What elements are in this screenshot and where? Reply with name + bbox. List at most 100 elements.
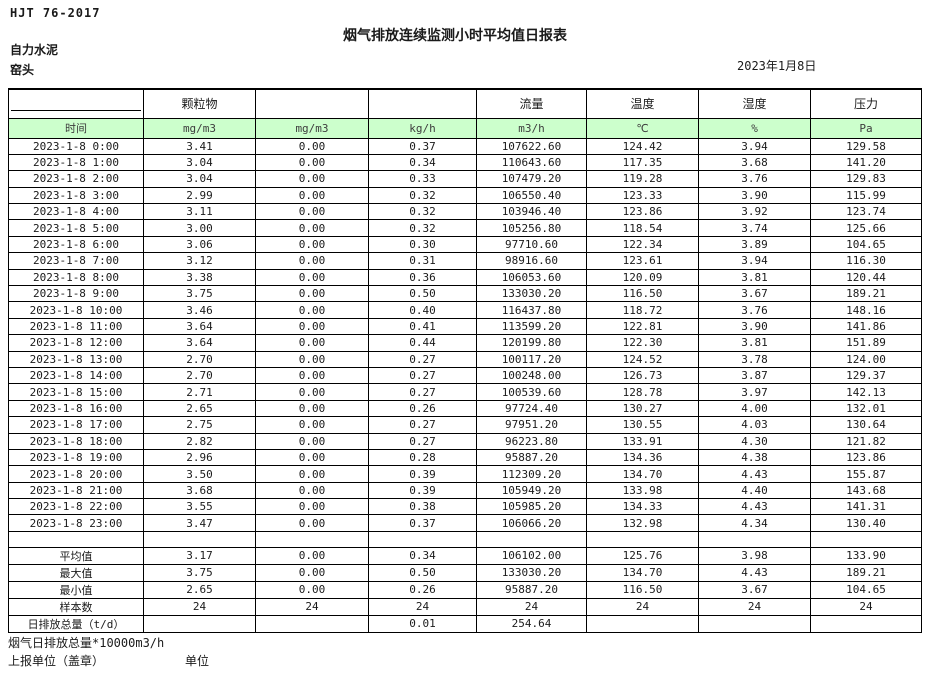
table-cell: 0.32 bbox=[368, 219, 477, 237]
table-cell: 24 bbox=[476, 597, 587, 616]
table-cell: 106550.40 bbox=[476, 186, 587, 205]
table-cell: 130.55 bbox=[586, 416, 699, 434]
company-name: 自力水泥 bbox=[10, 43, 59, 57]
table-cell: 3.87 bbox=[698, 366, 811, 385]
group-header-row: 颗粒物 流量 温度 湿度 压力 bbox=[8, 88, 922, 119]
table-cell: 4.03 bbox=[698, 416, 811, 434]
table-cell: 0.30 bbox=[368, 235, 477, 254]
table-cell bbox=[143, 614, 256, 633]
table-cell: 3.04 bbox=[143, 170, 256, 188]
table-cell: 3.04 bbox=[143, 153, 256, 172]
footer-note: 烟气日排放总量*10000m3/h bbox=[8, 636, 165, 650]
table-row: 2023-1-8 14:00 2.70 0.00 0.27 100248.00 126.7… bbox=[8, 366, 922, 385]
table-cell: 134.33 bbox=[586, 498, 699, 516]
table-cell bbox=[476, 530, 587, 548]
table-cell: 3.00 bbox=[143, 219, 256, 237]
table-row: 2023-1-8 23:00 3.47 0.00 0.37 106066.20 132.9… bbox=[8, 514, 922, 532]
report-table: 颗粒物 流量 温度 湿度 压力 时间 mg/m3 mg/m3 kg/h m3/h… bbox=[8, 88, 922, 633]
table-cell: 124.00 bbox=[810, 350, 922, 368]
table-cell: 2023-1-8 16:00 bbox=[8, 399, 144, 418]
table-cell: 141.31 bbox=[810, 498, 922, 516]
table-row: 2023-1-8 9:00 3.75 0.00 0.50 133030.20 116.50… bbox=[8, 285, 922, 303]
table-cell: 142.13 bbox=[810, 383, 922, 401]
table-cell: 0.00 bbox=[255, 399, 369, 418]
table-cell: 0.26 bbox=[368, 399, 477, 418]
table-cell: 0.34 bbox=[368, 546, 477, 565]
table-cell: 24 bbox=[368, 597, 477, 616]
table-cell: 133.90 bbox=[810, 546, 922, 565]
table-cell: 0.00 bbox=[255, 563, 369, 582]
table-cell: 133030.20 bbox=[476, 285, 587, 303]
table-cell: 254.64 bbox=[476, 614, 587, 633]
location-name: 窑头 bbox=[10, 63, 35, 77]
table-cell: 平均值 bbox=[8, 546, 144, 565]
table-cell: 最大值 bbox=[8, 563, 144, 582]
table-cell: 141.86 bbox=[810, 317, 922, 336]
table-cell: 3.55 bbox=[143, 498, 256, 516]
table-cell: 189.21 bbox=[810, 563, 922, 582]
table-cell: 0.00 bbox=[255, 252, 369, 270]
table-row: 2023-1-8 11:00 3.64 0.00 0.41 113599.20 122.8… bbox=[8, 317, 922, 336]
table-cell: 0.44 bbox=[368, 334, 477, 352]
col-header-blank-2 bbox=[368, 88, 477, 119]
table-cell: 2023-1-8 19:00 bbox=[8, 448, 144, 467]
table-cell: 2023-1-8 5:00 bbox=[8, 219, 144, 237]
table-row: 2023-1-8 22:00 3.55 0.00 0.38 105985.20 134.3… bbox=[8, 498, 922, 516]
col-header-pressure: 压力 bbox=[810, 88, 922, 119]
table-cell: 0.00 bbox=[255, 170, 369, 188]
table-row: 2023-1-8 17:00 2.75 0.00 0.27 97951.20 130.55… bbox=[8, 416, 922, 434]
table-cell: 3.38 bbox=[143, 268, 256, 287]
table-cell: 0.50 bbox=[368, 563, 477, 582]
table-cell: 24 bbox=[143, 597, 256, 616]
table-cell: 4.43 bbox=[698, 563, 811, 582]
table-cell: 0.27 bbox=[368, 366, 477, 385]
table-cell: 133.98 bbox=[586, 481, 699, 500]
table-cell: 141.20 bbox=[810, 153, 922, 172]
table-cell: 0.40 bbox=[368, 301, 477, 319]
table-cell: 2023-1-8 3:00 bbox=[8, 186, 144, 205]
table-cell: 24 bbox=[810, 597, 922, 616]
table-cell: 0.00 bbox=[255, 334, 369, 352]
table-cell: 129.37 bbox=[810, 366, 922, 385]
table-row: 2023-1-8 3:00 2.99 0.00 0.32 106550.40 123.33… bbox=[8, 186, 922, 205]
table-cell: 3.67 bbox=[698, 285, 811, 303]
unit-mgm3-2: mg/m3 bbox=[255, 117, 369, 139]
table-cell: 3.17 bbox=[143, 546, 256, 565]
table-cell: 97951.20 bbox=[476, 416, 587, 434]
table-cell: 3.97 bbox=[698, 383, 811, 401]
table-cell: 122.81 bbox=[586, 317, 699, 336]
table-cell bbox=[8, 530, 144, 548]
table-cell: 120199.80 bbox=[476, 334, 587, 352]
col-header-humidity: 湿度 bbox=[698, 88, 811, 119]
table-cell: 2023-1-8 6:00 bbox=[8, 235, 144, 254]
table-cell: 110643.60 bbox=[476, 153, 587, 172]
table-cell: 3.75 bbox=[143, 285, 256, 303]
table-cell: 2023-1-8 11:00 bbox=[8, 317, 144, 336]
table-cell: 123.61 bbox=[586, 252, 699, 270]
table-cell: 3.64 bbox=[143, 334, 256, 352]
table-cell: 116.30 bbox=[810, 252, 922, 270]
table-row: 2023-1-8 5:00 3.00 0.00 0.32 105256.80 118.54… bbox=[8, 219, 922, 237]
table-cell: 123.33 bbox=[586, 186, 699, 205]
table-cell: 2023-1-8 17:00 bbox=[8, 416, 144, 434]
table-cell: 2.96 bbox=[143, 448, 256, 467]
table-row: 2023-1-8 20:00 3.50 0.00 0.39 112309.20 134.7… bbox=[8, 465, 922, 483]
table-cell: 104.65 bbox=[810, 235, 922, 254]
table-row: 2023-1-8 15:00 2.71 0.00 0.27 100539.60 128.7… bbox=[8, 383, 922, 401]
unit-mgm3-1: mg/m3 bbox=[143, 117, 256, 139]
table-cell: 24 bbox=[586, 597, 699, 616]
table-cell: 0.38 bbox=[368, 498, 477, 516]
table-cell: 98916.60 bbox=[476, 252, 587, 270]
table-cell: 3.89 bbox=[698, 235, 811, 254]
summary-row: 最大值 3.75 0.00 0.50 133030.20 134.70 4.43 189.21 bbox=[8, 563, 922, 582]
table-cell: 0.00 bbox=[255, 465, 369, 483]
table-cell: 0.00 bbox=[255, 285, 369, 303]
table-cell: 125.76 bbox=[586, 546, 699, 565]
table-cell: 最小值 bbox=[8, 580, 144, 599]
table-cell: 151.89 bbox=[810, 334, 922, 352]
table-cell bbox=[698, 614, 811, 633]
table-cell: 0.00 bbox=[255, 235, 369, 254]
table-cell: 2.82 bbox=[143, 432, 256, 450]
table-cell: 0.00 bbox=[255, 498, 369, 516]
table-cell: 107479.20 bbox=[476, 170, 587, 188]
